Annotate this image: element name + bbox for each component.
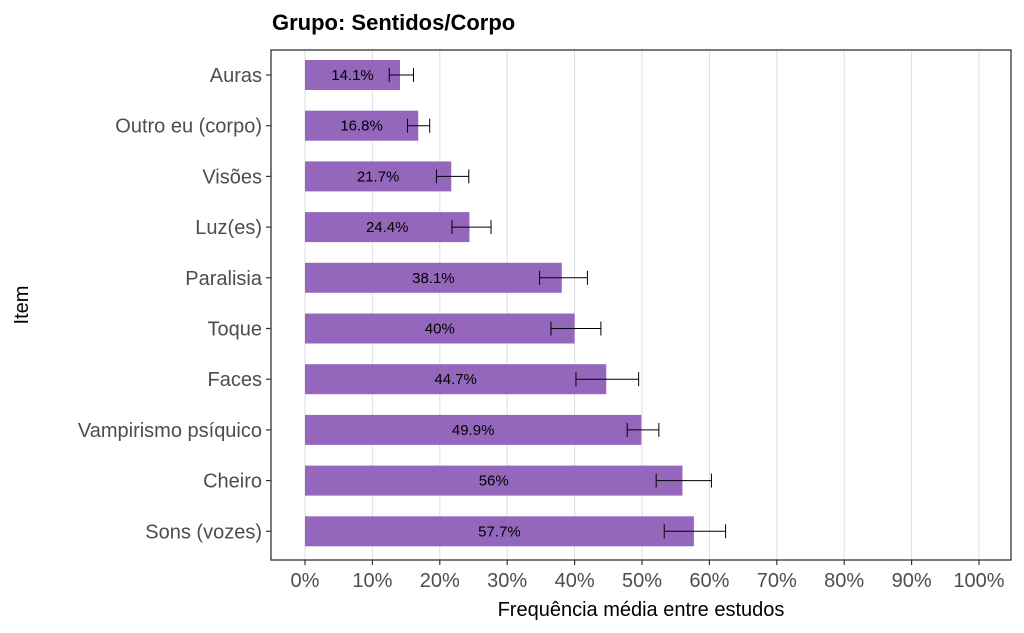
chart-title: Grupo: Sentidos/Corpo	[272, 10, 515, 35]
x-tick-label: 90%	[892, 570, 932, 592]
category-label: Faces	[208, 369, 262, 391]
category-label: Sons (vozes)	[145, 521, 262, 543]
bar	[305, 364, 607, 395]
error-bars	[388, 68, 727, 539]
bar	[305, 60, 401, 90]
x-tick-label: 50%	[622, 570, 662, 592]
bar	[305, 414, 642, 445]
y-axis-title: Item	[11, 286, 33, 325]
data-label: 38.1%	[412, 270, 455, 287]
bar	[305, 313, 575, 344]
data-label: 21.7%	[357, 168, 400, 185]
data-labels: 14.1% 16.8% 21.7% 24.4% 38.1% 40% 44.7% 49.9% 56…	[331, 67, 520, 540]
x-tick-label: 0%	[291, 570, 320, 592]
x-tick-label: 70%	[757, 570, 797, 592]
data-label: 49.9%	[452, 422, 495, 439]
category-label: Toque	[208, 319, 263, 341]
bar	[305, 465, 683, 496]
bar	[305, 212, 470, 243]
category-labels: Auras Outro eu (corpo) Visões Luz(es) Parali…	[78, 65, 271, 543]
category-label: Auras	[210, 65, 262, 87]
x-tick-label: 20%	[420, 570, 460, 592]
bar	[305, 161, 452, 192]
x-tick-label: 80%	[824, 570, 864, 592]
bar	[305, 516, 694, 547]
x-tick-labels: 0% 10% 20% 30% 40% 50% 60% 70% 80% 90% 100%	[291, 560, 1005, 592]
data-label: 56%	[479, 473, 509, 490]
data-label: 57.7%	[478, 523, 521, 540]
data-label: 24.4%	[366, 219, 409, 236]
category-label: Paralisia	[185, 268, 263, 290]
x-tick-label: 60%	[689, 570, 729, 592]
bar	[305, 110, 419, 141]
x-tick-label: 40%	[555, 570, 595, 592]
data-label: 16.8%	[340, 118, 383, 135]
bar	[305, 262, 562, 293]
x-tick-label: 30%	[487, 570, 527, 592]
data-label: 44.7%	[434, 371, 477, 388]
x-tick-label: 100%	[953, 570, 1004, 592]
data-label: 40%	[425, 321, 455, 338]
category-label: Visões	[202, 166, 262, 188]
data-label: 14.1%	[331, 67, 374, 84]
x-axis-title: Frequência média entre estudos	[498, 599, 785, 621]
x-tick-label: 10%	[352, 570, 392, 592]
panel-border	[270, 49, 1012, 561]
bars	[305, 60, 694, 547]
category-label: Outro eu (corpo)	[115, 116, 262, 138]
category-label: Vampirismo psíquico	[78, 420, 262, 442]
category-label: Cheiro	[203, 471, 262, 493]
category-label: Luz(es)	[195, 217, 262, 239]
